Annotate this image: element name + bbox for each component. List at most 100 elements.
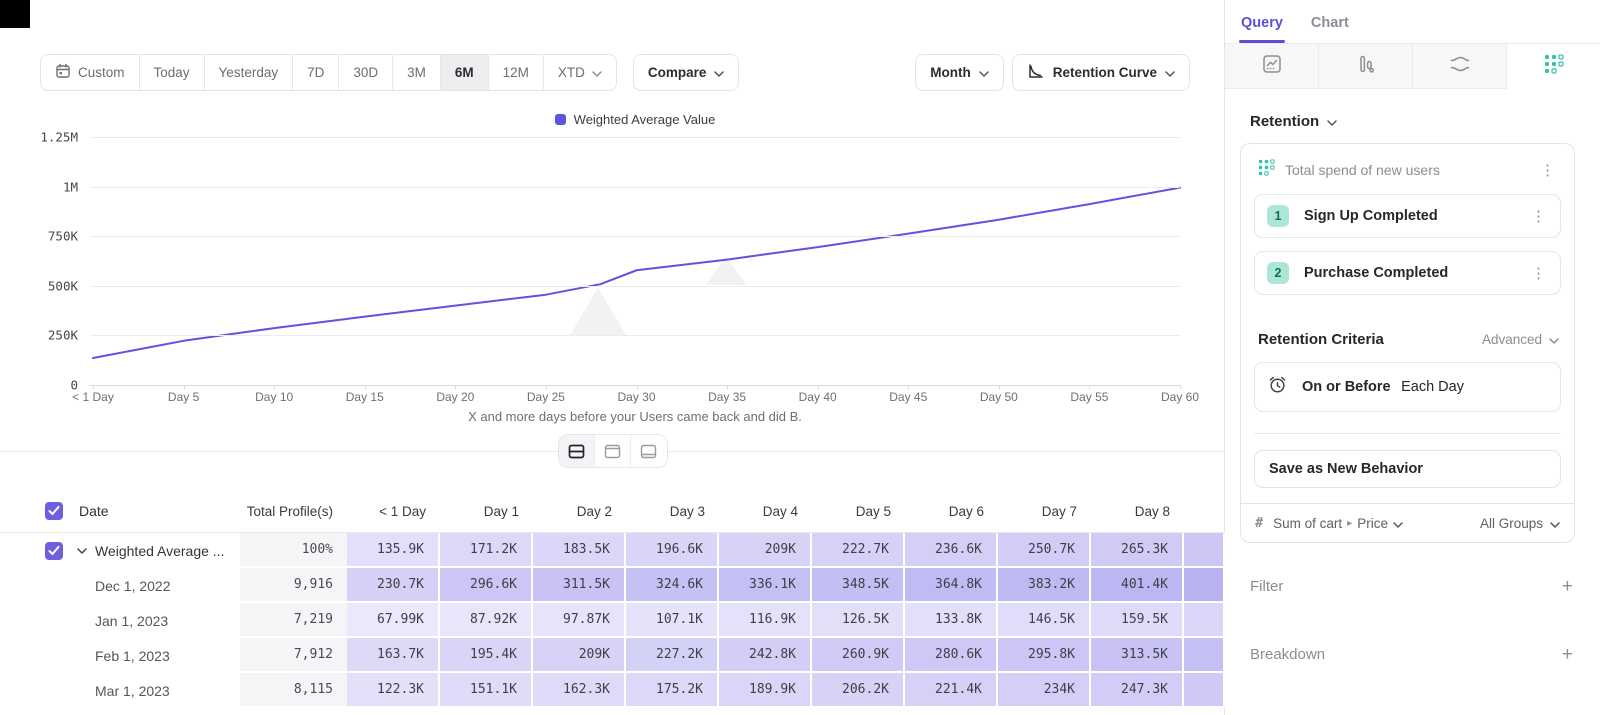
total-profiles-cell: 7,219 xyxy=(240,603,347,638)
heatmap-value-cell: 195.4K xyxy=(440,638,533,673)
heatmap-value-cell: 401.4K xyxy=(1091,568,1184,603)
range-today[interactable]: Today xyxy=(140,55,205,90)
retention-table: Date Total Profile(s) < 1 Day Day 1 Day 2 Day… xyxy=(0,490,1225,708)
heatmap-value-cell: 67.99K xyxy=(347,603,440,638)
save-as-new-behavior-button[interactable]: Save as New Behavior xyxy=(1254,450,1561,488)
add-filter-button[interactable]: + xyxy=(1561,576,1573,597)
range-6m[interactable]: 6M xyxy=(440,55,489,90)
y-axis-tick-label: 250K xyxy=(47,327,78,343)
heatmap-value-cell: 126.5K xyxy=(812,603,905,638)
x-axis-tick-label: Day 5 xyxy=(167,390,200,404)
x-axis-tick-label: Day 50 xyxy=(979,390,1018,404)
heatmap-value-cell: 265.3K xyxy=(1091,533,1184,568)
add-breakdown-button[interactable]: + xyxy=(1561,644,1573,665)
legend-color-swatch xyxy=(554,114,566,125)
chevron-down-icon xyxy=(1549,332,1559,347)
panel-tab-chart[interactable]: Chart xyxy=(1310,15,1349,31)
split-view-toggle[interactable] xyxy=(558,435,595,467)
x-axis-tick xyxy=(93,385,94,389)
flows-icon xyxy=(1449,54,1471,79)
column-header: Date xyxy=(79,503,109,519)
query-panel: Query Chart Retention Total spend of new … xyxy=(1225,0,1600,715)
y-axis-tick-label: 750K xyxy=(47,228,78,244)
range-custom[interactable]: Custom xyxy=(41,55,140,90)
caret-right-icon: ▸ xyxy=(1347,517,1353,529)
interval-dropdown[interactable]: Month xyxy=(915,54,1004,91)
heatmap-value-cell: 107.1K xyxy=(626,603,719,638)
x-axis-tick xyxy=(727,385,729,389)
chevron-down-icon xyxy=(978,65,989,80)
chart-gridline xyxy=(90,236,1180,238)
table-row: Jan 1, 2023 7,219 67.99K 87.92K 97.87K 107.1K… xyxy=(0,603,1225,638)
behavior-step[interactable]: 1 Sign Up Completed ⋮ xyxy=(1254,194,1561,238)
measure-footer-row[interactable]: # Sum of cart ▸ Price All Groups xyxy=(1241,503,1574,542)
select-all-checkbox[interactable] xyxy=(45,502,63,520)
heatmap-value-cell: 122.3K xyxy=(347,673,440,708)
range-12m[interactable]: 12M xyxy=(489,55,544,90)
chevron-down-icon xyxy=(1393,516,1403,531)
row-expander-chevron-icon[interactable] xyxy=(77,547,87,554)
report-toolbar: Custom Today Yesterday 7D 30D 3M 6M 12M XTD Comp… xyxy=(40,54,1190,91)
heatmap-value-cell: 313.5K xyxy=(1091,638,1184,673)
chart-view-toggle[interactable] xyxy=(594,435,631,467)
x-axis-tick-label: Day 30 xyxy=(617,390,656,404)
range-7d[interactable]: 7D xyxy=(293,55,340,90)
heatmap-value-cell: 336.1K xyxy=(719,568,812,603)
column-header: Day 6 xyxy=(948,503,984,519)
heatmap-value-cell: 280.6K xyxy=(905,638,998,673)
series-line xyxy=(92,186,1181,359)
column-header: Day 3 xyxy=(669,503,705,519)
retention-line-chart: 1.25M 1M 750K 500K 250K 0 xyxy=(0,125,1225,393)
groups-dropdown[interactable]: All Groups xyxy=(1480,516,1560,531)
report-type-icon-tabs xyxy=(1225,44,1600,89)
x-axis-tick-label: Day 55 xyxy=(1070,390,1109,404)
range-3m[interactable]: 3M xyxy=(393,55,441,90)
row-label: Dec 1, 2022 xyxy=(95,577,171,594)
kebab-menu-icon[interactable]: ⋮ xyxy=(1531,264,1546,282)
layout-toggle-group-wrap xyxy=(0,434,1225,468)
kebab-menu-icon[interactable]: ⋮ xyxy=(1540,161,1555,179)
report-type-tab-insights-chart[interactable] xyxy=(1225,44,1319,89)
retention-criteria-label: Retention Criteria xyxy=(1258,331,1384,348)
x-axis-tick xyxy=(1089,385,1091,389)
clipped-heatmap-cell xyxy=(1184,673,1225,708)
measure-property-dropdown[interactable]: Sum of cart ▸ Price xyxy=(1273,516,1470,531)
criteria-condition-control[interactable]: On or Before Each Day xyxy=(1254,362,1561,412)
step-event-label: Sign Up Completed xyxy=(1304,208,1438,224)
behavior-step[interactable]: 2 Purchase Completed ⋮ xyxy=(1254,251,1561,295)
panel-tab-query[interactable]: Query xyxy=(1239,15,1285,43)
row-label: Mar 1, 2023 xyxy=(95,682,170,699)
filter-section-row: Filter + xyxy=(1240,577,1575,596)
heatmap-value-cell: 242.8K xyxy=(719,638,812,673)
row-label: Weighted Average ... xyxy=(95,542,225,559)
heatmap-value-cell: 206.2K xyxy=(812,673,905,708)
step-event-label: Purchase Completed xyxy=(1304,265,1449,281)
criteria-mode-dropdown[interactable]: Advanced xyxy=(1482,332,1559,347)
report-type-tab-retention-grid[interactable] xyxy=(1507,44,1600,89)
kebab-menu-icon[interactable]: ⋮ xyxy=(1531,207,1546,225)
range-yesterday[interactable]: Yesterday xyxy=(205,55,294,90)
x-axis-tick xyxy=(998,385,1000,389)
range-xtd[interactable]: XTD xyxy=(544,55,616,90)
compare-button[interactable]: Compare xyxy=(632,54,740,91)
filter-label: Filter xyxy=(1250,578,1284,595)
column-header: < 1 Day xyxy=(379,503,426,519)
chart-type-dropdown[interactable]: Retention Curve xyxy=(1011,54,1190,91)
retention-section-header[interactable]: Retention xyxy=(1240,113,1575,130)
retention-criteria-row: Retention Criteria Advanced xyxy=(1254,331,1561,348)
report-type-tab-flows[interactable] xyxy=(1413,44,1507,89)
chart-gridline xyxy=(90,285,1180,287)
legend-series-label: Weighted Average Value xyxy=(573,112,716,127)
chevron-down-icon xyxy=(1550,516,1560,531)
report-type-tab-bar-chart[interactable] xyxy=(1319,44,1413,89)
range-30d[interactable]: 30D xyxy=(339,55,394,90)
row-checkbox[interactable] xyxy=(45,541,63,560)
heatmap-value-cell: 230.7K xyxy=(347,568,440,603)
heatmap-value-cell: 234K xyxy=(998,673,1091,708)
heatmap-value-cell: 171.2K xyxy=(440,533,533,568)
heatmap-value-cell: 87.92K xyxy=(440,603,533,638)
chevron-down-icon xyxy=(1165,65,1175,80)
table-view-toggle[interactable] xyxy=(630,435,667,467)
row-label: Feb 1, 2023 xyxy=(95,647,170,664)
table-row: Weighted Average ... 100% 135.9K 171.2K 183.… xyxy=(0,533,1225,568)
